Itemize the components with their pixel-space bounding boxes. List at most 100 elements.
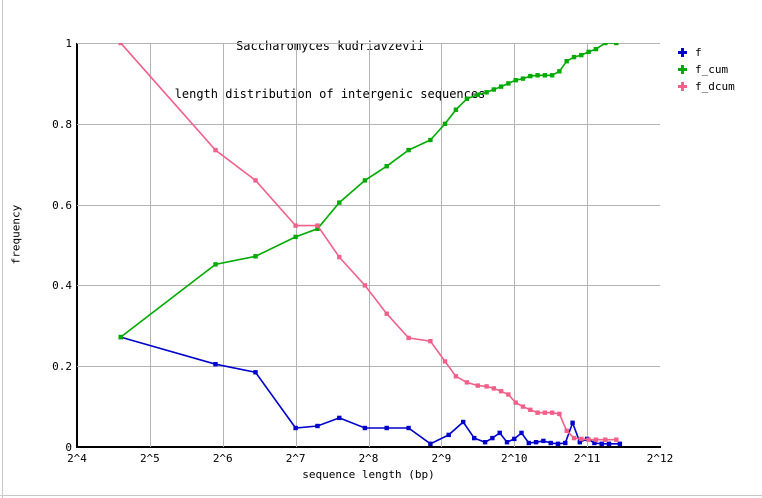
data-point-f_cum bbox=[213, 262, 218, 267]
data-point-f bbox=[446, 432, 451, 438]
y-axis-tick-labels: 0 0.2 0.4 0.6 0.8 1 bbox=[0, 0, 72, 498]
data-point-f_cum bbox=[362, 178, 368, 183]
data-point-f bbox=[406, 425, 411, 431]
x-tick-label: 2^11 bbox=[573, 452, 601, 465]
data-point-f bbox=[555, 441, 561, 446]
data-point-f bbox=[461, 419, 466, 425]
data-point-f_dcum bbox=[491, 386, 496, 391]
data-point-f_cum bbox=[428, 137, 433, 143]
data-point-f_cum bbox=[557, 69, 562, 74]
legend-item-f[interactable]: f bbox=[678, 44, 762, 61]
data-point-f bbox=[526, 440, 531, 446]
legend-item-f_dcum[interactable]: f_dcum bbox=[678, 78, 762, 95]
data-point-f_cum bbox=[253, 254, 258, 259]
y-tick-label: 0.4 bbox=[52, 279, 72, 293]
data-point-f_dcum bbox=[453, 374, 459, 379]
data-point-f bbox=[384, 425, 389, 431]
data-point-f_dcum bbox=[293, 223, 298, 228]
data-point-f bbox=[519, 430, 524, 436]
chart-title: Saccharomyces kudriavzevii bbox=[236, 39, 424, 53]
data-point-f bbox=[504, 440, 510, 445]
legend-marker-icon bbox=[678, 82, 687, 91]
data-point-f_cum bbox=[118, 334, 123, 340]
data-point-f bbox=[293, 425, 298, 431]
data-point-f_dcum bbox=[464, 380, 470, 385]
y-tick-label: 1 bbox=[65, 37, 72, 50]
series-line-f_cum bbox=[120, 43, 617, 338]
legend-marker-icon bbox=[678, 48, 687, 57]
series-line-f_dcum bbox=[120, 43, 617, 441]
window-edge-left bbox=[2, 0, 3, 498]
data-point-f_dcum bbox=[213, 147, 218, 153]
data-point-f_dcum bbox=[549, 410, 555, 415]
x-tick-label: 2^9 bbox=[431, 452, 452, 465]
data-point-f_cum bbox=[453, 107, 459, 112]
data-point-f bbox=[599, 441, 604, 446]
x-axis-title: sequence length (bp) bbox=[302, 468, 435, 481]
data-point-f_dcum bbox=[571, 435, 577, 441]
data-point-f bbox=[577, 440, 582, 445]
data-point-f bbox=[606, 441, 612, 446]
x-tick-label: 2^4 bbox=[67, 452, 87, 465]
data-point-f_cum bbox=[571, 54, 577, 60]
data-point-f_dcum bbox=[442, 359, 448, 364]
data-point-f_dcum bbox=[579, 436, 584, 442]
legend-marker-icon bbox=[678, 65, 687, 74]
data-point-f_cum bbox=[315, 226, 320, 231]
plot-svg bbox=[77, 43, 660, 447]
legend: f f_cum f_dcum bbox=[678, 44, 762, 95]
legend-label: f_dcum bbox=[695, 80, 735, 93]
data-point-f_dcum bbox=[428, 339, 433, 344]
data-point-f_cum bbox=[475, 92, 480, 97]
y-tick-label: 0.8 bbox=[52, 117, 72, 131]
data-point-f bbox=[213, 362, 218, 367]
data-point-f bbox=[541, 438, 546, 444]
data-point-f_cum bbox=[614, 43, 619, 46]
data-point-f_dcum bbox=[535, 410, 540, 415]
data-point-f_dcum bbox=[498, 389, 504, 394]
data-point-f_cum bbox=[337, 200, 342, 205]
data-point-f_dcum bbox=[603, 437, 608, 442]
chart-title-block: Saccharomyces kudriavzevii length distri… bbox=[0, 6, 660, 134]
data-point-f_cum bbox=[586, 49, 591, 55]
data-point-f_dcum bbox=[118, 43, 123, 46]
data-point-f_cum bbox=[579, 52, 584, 58]
data-point-f_dcum bbox=[614, 437, 619, 442]
data-point-f bbox=[428, 441, 433, 446]
data-point-f_cum bbox=[535, 73, 540, 78]
data-point-f_dcum bbox=[384, 311, 389, 316]
data-point-f bbox=[482, 440, 488, 445]
data-point-f_cum bbox=[593, 46, 599, 52]
data-point-f bbox=[497, 430, 502, 436]
data-point-f bbox=[490, 435, 495, 441]
legend-label: f bbox=[695, 46, 702, 59]
data-point-f_cum bbox=[542, 73, 548, 78]
data-point-f_dcum bbox=[315, 223, 320, 228]
x-tick-label: 2^5 bbox=[139, 452, 160, 465]
data-point-f_cum bbox=[464, 96, 470, 101]
data-point-f_dcum bbox=[484, 384, 489, 389]
series-line-f bbox=[120, 336, 620, 445]
data-point-f bbox=[533, 440, 539, 445]
legend-item-f_cum[interactable]: f_cum bbox=[678, 61, 762, 78]
x-tick-label: 2^12 bbox=[646, 452, 674, 465]
data-point-f_dcum bbox=[586, 437, 591, 442]
data-point-f_dcum bbox=[475, 383, 480, 388]
x-tick-label: 2^10 bbox=[501, 452, 528, 465]
y-tick-label: 0.2 bbox=[52, 360, 72, 374]
x-tick-label: 2^6 bbox=[212, 452, 233, 465]
data-point-f_dcum bbox=[362, 283, 368, 288]
data-point-f_dcum bbox=[557, 411, 562, 417]
data-point-f_cum bbox=[549, 73, 555, 78]
data-point-f_dcum bbox=[564, 428, 569, 433]
data-point-f_cum bbox=[564, 59, 569, 64]
data-point-f_cum bbox=[442, 121, 448, 126]
data-point-f_cum bbox=[406, 147, 411, 153]
data-point-f_dcum bbox=[593, 437, 599, 442]
data-point-f bbox=[337, 415, 342, 421]
data-point-f_cum bbox=[603, 43, 608, 46]
legend-label: f_cum bbox=[695, 63, 729, 76]
window-edge-bottom bbox=[0, 495, 762, 496]
y-axis-line bbox=[76, 43, 78, 448]
data-point-f_cum bbox=[491, 87, 496, 92]
